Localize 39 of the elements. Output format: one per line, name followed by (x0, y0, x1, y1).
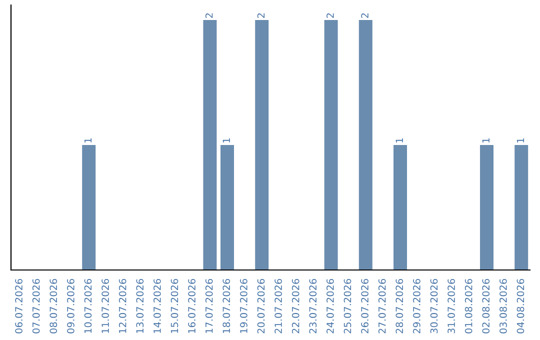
x-tick-label: 23.07.2026 (309, 278, 317, 334)
x-tick-label: 18.07.2026 (222, 278, 230, 333)
data-label: 2 (205, 13, 213, 18)
x-tick-label: 27.07.2026 (378, 278, 386, 334)
x-tick-label: 04.08.2026 (516, 278, 524, 334)
x-tick-label: 20.07.2026 (257, 278, 265, 334)
x-tick-label: 07.07.2026 (32, 278, 40, 334)
data-label: 1 (84, 138, 92, 143)
x-tick-label: 06.07.2026 (15, 278, 22, 334)
x-tick-label: 25.07.2026 (344, 278, 352, 334)
x-tick-label: 22.07.2026 (292, 278, 300, 334)
x-tick-label: 13.07.2026 (136, 278, 144, 333)
x-tick-label: 14.07.2026 (154, 278, 161, 333)
x-tick-label: 09.07.2026 (67, 278, 74, 334)
data-label: 1 (396, 138, 403, 143)
data-label: 2 (326, 13, 334, 18)
data-label: 2 (257, 13, 265, 18)
data-label: 2 (361, 13, 368, 18)
data-label: 1 (482, 138, 490, 143)
x-tick-label: 29.07.2026 (413, 278, 420, 334)
x-tick-label: 08.07.2026 (50, 278, 58, 334)
x-tick-label: 10.07.2026 (84, 278, 92, 333)
x-tick-label: 17.07.2026 (205, 278, 213, 333)
x-tick-label: 12.07.2026 (118, 278, 126, 333)
x-tick-label: 15.07.2026 (170, 278, 178, 333)
data-label: 1 (222, 138, 230, 143)
x-tick-label: 19.07.2026 (240, 278, 248, 333)
x-tick-label: 30.07.2026 (430, 278, 438, 334)
x-tick-label: 16.07.2026 (188, 278, 196, 333)
x-tick-label: 11.07.2026 (102, 278, 109, 333)
x-tick-label: 21.07.2026 (274, 278, 282, 334)
x-tick-label: 28.07.2026 (396, 278, 404, 334)
x-tick-label: 01.08.2026 (464, 278, 472, 334)
x-tick-label: 03.08.2026 (500, 278, 507, 334)
x-tick-label: 26.07.2026 (361, 278, 368, 334)
x-tick-label: 24.07.2026 (326, 278, 334, 334)
x-tick-label: 02.08.2026 (482, 278, 490, 334)
x-tick-label: 31.07.2026 (448, 278, 455, 334)
data-label: 1 (516, 138, 524, 143)
